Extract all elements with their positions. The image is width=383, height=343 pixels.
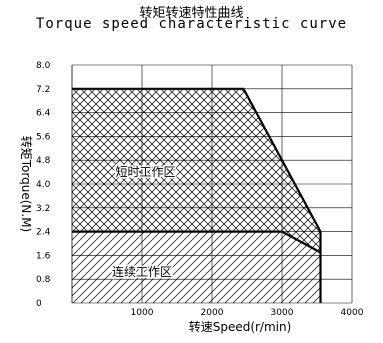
region-label: 连续工作区 [112, 264, 172, 279]
region-label-halo: 短时工作区 [115, 165, 175, 179]
axes: 0 0.8 1.6 2.4 3.2 4.0 4.8 5.6 6.4 7.2 8.0 1000 2000 3… [36, 61, 364, 318]
region-label-halo: 连续工作区 [112, 264, 172, 279]
y-tick-label: 6.4 [36, 109, 51, 119]
y-tick-label: 3.2 [36, 204, 50, 214]
labels: 转速Speed(r/min)转矩Torque(N.M) 短时工作区短时工作区连续工… [19, 136, 291, 334]
y-tick-label: 0 [36, 299, 42, 309]
y-tick-label: 0.8 [36, 275, 51, 285]
y-tick-label: 2.4 [36, 228, 51, 238]
y-tick-label: 1.6 [36, 251, 51, 261]
y-tick-label: 5.6 [36, 132, 51, 142]
x-axis-label: 转速Speed(r/min) [189, 319, 292, 334]
y-axis-label: 转矩Torque(N.M) [19, 136, 34, 232]
x-tick-label: 1000 [131, 308, 154, 318]
short-time-region-fill [72, 88, 321, 253]
chart-subtitle: Torque speed characteristic curve [35, 16, 348, 32]
x-tick-label: 4000 [341, 308, 364, 318]
y-tick-label: 8.0 [36, 61, 51, 71]
region-label: 短时工作区 [115, 165, 175, 179]
x-tick-label: 2000 [201, 308, 224, 318]
short-time-curve [72, 87, 322, 253]
y-tick-label: 7.2 [36, 85, 50, 95]
regions [72, 87, 322, 303]
y-tick-label: 4.0 [36, 180, 51, 190]
y-tick-label: 4.8 [36, 156, 51, 166]
chart-title: 转矩转速特性曲线 [139, 6, 244, 21]
x-tick-label: 3000 [271, 308, 294, 318]
continuous-curve [72, 230, 322, 303]
continuous-region-fill [72, 231, 321, 303]
